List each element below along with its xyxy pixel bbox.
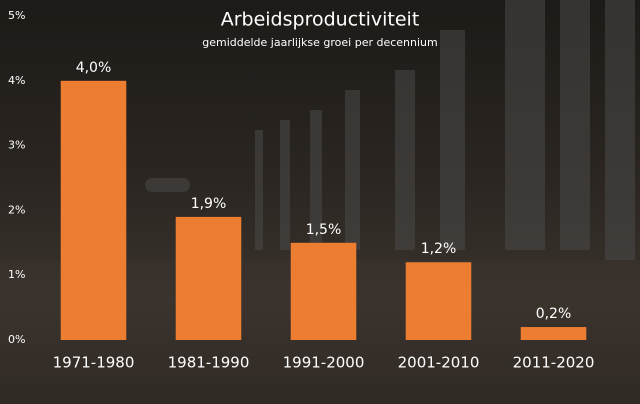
y-tick-label: 4% (8, 74, 25, 87)
value-label: 1,2% (421, 241, 457, 257)
x-tick-label: 2001-2010 (398, 354, 480, 372)
background-windows (145, 0, 635, 260)
bar (290, 242, 357, 340)
chart-title: Arbeidsproductiviteit (221, 9, 420, 31)
x-tick-label: 1991-2000 (283, 354, 365, 372)
bar (175, 216, 242, 340)
x-tick-label: 2011-2020 (513, 354, 595, 372)
y-tick-label: 2% (8, 203, 25, 216)
value-label: 4,0% (76, 60, 112, 76)
y-tick-label: 1% (8, 268, 25, 281)
x-tick-label: 1971-1980 (53, 354, 135, 372)
x-tick-label: 1981-1990 (168, 354, 250, 372)
value-label: 0,2% (536, 306, 572, 322)
bar (60, 80, 127, 341)
y-tick-label: 5% (8, 9, 25, 22)
chart-subtitle: gemiddelde jaarlijkse groei per decenniu… (202, 36, 438, 49)
bar (520, 327, 587, 340)
y-tick-label: 3% (8, 139, 25, 152)
value-label: 1,5% (306, 222, 342, 238)
value-label: 1,9% (191, 196, 227, 212)
bar (405, 262, 472, 340)
y-tick-label: 0% (8, 333, 25, 346)
